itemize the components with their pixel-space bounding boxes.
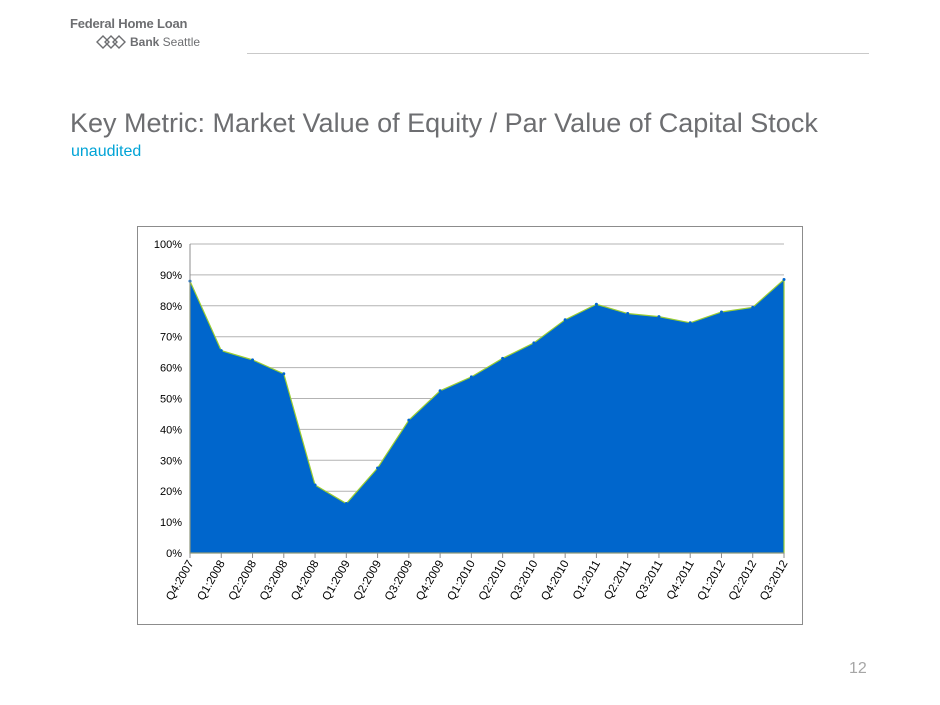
- data-point: [438, 389, 442, 393]
- y-tick-label: 50%: [160, 394, 182, 406]
- data-point: [657, 315, 661, 319]
- fhlb-seattle-logo: Federal Home Loan Bank Seattle: [68, 14, 208, 54]
- x-tick-label: Q3:2010: [508, 559, 540, 603]
- logo-seattle-text: Seattle: [159, 35, 201, 49]
- data-point: [782, 278, 786, 282]
- y-tick-label: 100%: [154, 239, 182, 251]
- x-tick-label: Q2:2010: [477, 559, 509, 603]
- data-point: [532, 341, 536, 345]
- data-point: [407, 418, 411, 422]
- y-tick-label: 30%: [160, 455, 182, 467]
- x-tick-label: Q2:2011: [602, 559, 634, 602]
- data-point: [219, 349, 223, 353]
- data-point: [719, 310, 723, 314]
- header-divider: [247, 53, 869, 54]
- data-point: [501, 356, 505, 360]
- x-tick-label: Q2:2008: [227, 559, 259, 603]
- data-point: [469, 375, 473, 379]
- x-tick-label: Q1:2012: [696, 559, 728, 603]
- x-tick-label: Q3:2011: [634, 559, 666, 602]
- y-tick-label: 70%: [160, 332, 182, 344]
- x-tick-label: Q2:2009: [352, 559, 384, 603]
- x-tick-label: Q4:2011: [665, 559, 697, 602]
- data-point: [282, 372, 286, 376]
- data-point: [251, 358, 255, 362]
- x-tick-label: Q3:2012: [758, 559, 790, 603]
- x-tick-label: Q1:2010: [446, 559, 478, 603]
- data-point: [563, 318, 567, 322]
- x-tick-label: Q2:2012: [727, 559, 759, 603]
- y-tick-label: 10%: [160, 517, 182, 529]
- x-tick-label: Q4:2007: [164, 559, 196, 603]
- x-tick-label: Q4:2009: [414, 559, 446, 603]
- data-point: [594, 302, 598, 306]
- x-tick-label: Q3:2009: [383, 559, 415, 603]
- area-chart: 0% 10% 20% 30% 40% 50% 60% 70% 80% 90% 100% Q4:2007…: [154, 239, 791, 603]
- logo-emblem-icon: [96, 35, 126, 49]
- x-tick-label: Q4:2010: [539, 559, 571, 603]
- data-point: [376, 466, 380, 470]
- logo-text-line2: Bank Seattle: [130, 35, 200, 49]
- series-area: [189, 278, 785, 554]
- data-point: [751, 305, 755, 309]
- logo-text-line1: Federal Home Loan: [70, 16, 188, 31]
- logo-bank-text: Bank: [130, 35, 160, 49]
- data-point: [313, 483, 317, 487]
- x-tick-label: Q1:2011: [571, 559, 603, 602]
- data-point: [626, 312, 630, 316]
- y-tick-label: 40%: [160, 424, 182, 436]
- x-tick-label: Q1:2008: [195, 559, 227, 603]
- data-point: [688, 321, 692, 325]
- y-tick-label: 80%: [160, 301, 182, 313]
- page-number: 12: [849, 660, 867, 677]
- x-tick-label: Q3:2008: [258, 559, 290, 603]
- x-tick-label: Q4:2008: [289, 559, 321, 603]
- page-subtitle: unaudited: [71, 143, 142, 160]
- y-tick-label: 60%: [160, 363, 182, 375]
- y-tick-label: 0%: [166, 548, 182, 560]
- chart-frame: 0% 10% 20% 30% 40% 50% 60% 70% 80% 90% 100% Q4:2007…: [137, 226, 803, 625]
- y-tick-label: 20%: [160, 486, 182, 498]
- data-point: [344, 502, 348, 506]
- y-tick-label: 90%: [160, 270, 182, 282]
- page-title: Key Metric: Market Value of Equity / Par…: [70, 108, 818, 138]
- x-tick-label: Q1:2009: [320, 559, 352, 603]
